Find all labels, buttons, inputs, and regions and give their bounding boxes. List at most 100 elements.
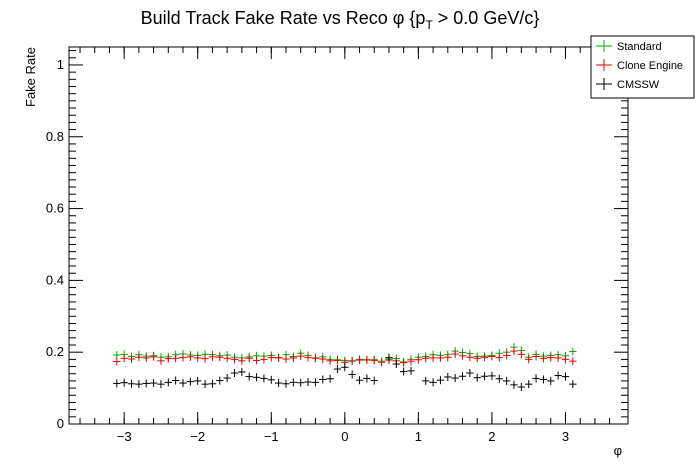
data-point [370,376,378,385]
data-point [488,371,496,380]
legend-label: Standard [617,41,662,53]
data-point [171,376,180,385]
data-point [385,353,393,362]
data-point [186,352,195,361]
chart-title-text: Build Track Fake Rate vs Reco φ {pT > 0.… [141,8,540,32]
x-tick-label: 2 [488,429,495,444]
data-point [355,376,364,385]
chart-title-subscript: T [425,18,433,32]
y-tick-label: 0.8 [46,129,64,144]
data-point [502,351,511,360]
data-point [304,377,312,386]
data-point [186,377,195,386]
data-point [179,379,187,388]
data-point [216,353,224,362]
y-axis: 0 0.2 0.4 0.6 0.8 1 [46,50,628,431]
data-point [113,379,121,388]
data-point [274,379,283,388]
chart-title-main: Build Track Fake Rate vs Reco φ {p [141,8,426,28]
data-point [238,356,246,365]
data-point [525,380,533,389]
y-tick-label: 1 [57,57,64,72]
data-point [422,354,430,363]
data-point [326,374,334,383]
data-point [539,375,548,384]
data-point [495,353,503,362]
data-point [149,379,158,388]
data-point [451,349,459,358]
data-point [429,353,437,362]
data-point [127,355,136,364]
data-point [480,372,489,381]
data-point [319,375,327,384]
data-point [554,353,562,362]
y-tick-label: 0.2 [46,344,64,359]
legend-label: CMSSW [617,79,660,91]
data-point [422,376,430,385]
data-point [319,355,327,364]
data-point [297,378,305,387]
data-point [547,353,555,362]
legend-entry: Standard [596,40,662,53]
data-point [135,353,143,362]
data-point [157,356,165,365]
data-point [502,376,511,385]
y-tick-label: 0.4 [46,272,64,287]
chart-title: Build Track Fake Rate vs Reco φ {pT > 0.… [141,8,540,32]
y-tick-label: 0 [57,416,64,431]
data-point [532,352,540,361]
data-point [297,352,305,361]
data-point [171,354,180,363]
data-point [399,358,408,367]
series-cmssw [113,353,577,392]
data-point [444,353,452,362]
data-point [194,376,202,385]
data-point [230,355,239,364]
x-tick-label: −3 [117,429,132,444]
data-point [201,380,209,389]
data-point [164,378,172,387]
data-point [348,357,356,366]
legend: Standard Clone Engine CMSSW [590,35,695,99]
data-point [135,380,143,389]
data-point [436,376,445,385]
data-point [208,379,217,388]
data-point [480,353,489,362]
data-point [414,355,423,364]
data-point [429,378,437,387]
data-point [113,357,121,366]
data-point [149,352,158,361]
data-point [466,369,474,378]
data-point [201,354,209,363]
data-point [525,355,533,364]
data-point [282,355,290,364]
data-point [282,379,290,388]
data-point [260,374,268,383]
data-point [245,372,253,381]
data-point [142,379,150,388]
data-point [466,353,474,362]
data-point [561,355,570,364]
x-axis-label: φ [614,443,622,458]
data-point [267,375,275,384]
series-clone-engine [113,347,577,367]
x-tick-label: −2 [190,429,205,444]
data-point [547,376,555,385]
data-point [238,367,246,376]
data-point [355,356,364,365]
legend-label: Clone Engine [617,60,683,72]
data-point [223,354,231,363]
data-point [127,379,136,388]
legend-items: Standard Clone Engine CMSSW [596,40,683,91]
data-point [216,376,224,385]
chart-title-tail: > 0.0 GeV/c} [433,8,540,28]
data-point [179,353,187,362]
x-tick-label: 3 [562,429,569,444]
data-point [304,353,312,362]
data-point [252,356,261,365]
data-point [230,369,239,378]
data-point [289,353,298,362]
data-point [444,372,452,381]
data-point [289,378,298,387]
data-point [488,352,496,361]
